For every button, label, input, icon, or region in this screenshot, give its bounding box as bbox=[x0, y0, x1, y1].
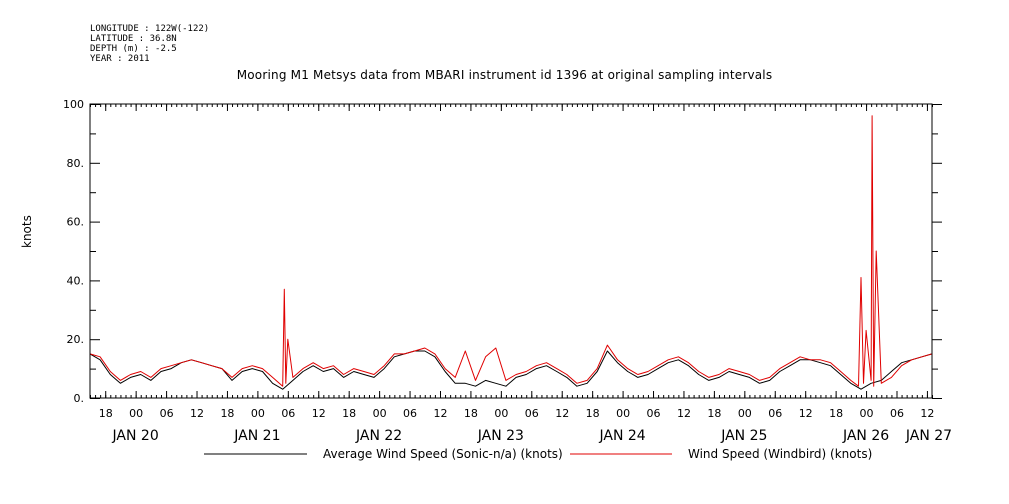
longitude-label: LONGITUDE : 122W(-122) bbox=[90, 24, 210, 34]
y-tick-label: 0. bbox=[74, 392, 85, 405]
y-tick-label: 20. bbox=[67, 333, 85, 346]
x-tick-label: 00 bbox=[738, 407, 752, 420]
x-tick-label: 12 bbox=[677, 407, 691, 420]
series-line-average bbox=[89, 350, 933, 390]
series-lines bbox=[89, 115, 933, 390]
x-day-label: JAN 23 bbox=[477, 428, 524, 444]
x-tick-label: 18 bbox=[586, 407, 600, 420]
series-line-windbird bbox=[89, 115, 933, 387]
x-tick-label: 06 bbox=[525, 407, 539, 420]
legend: Average Wind Speed (Sonic-n/a) (knots) Wi… bbox=[204, 447, 872, 461]
latitude-label: LATITUDE : 36.8N bbox=[90, 34, 177, 44]
y-tick-label: 40. bbox=[67, 274, 85, 287]
x-tick-label: 06 bbox=[281, 407, 295, 420]
x-tick-label: 00 bbox=[373, 407, 387, 420]
x-tick-label: 18 bbox=[707, 407, 721, 420]
x-tick-label: 18 bbox=[99, 407, 113, 420]
y-tick-label: 80. bbox=[67, 157, 85, 170]
depth-label: DEPTH (m) : -2.5 bbox=[90, 44, 177, 54]
plot-frame bbox=[89, 103, 933, 399]
x-tick-label: 06 bbox=[647, 407, 661, 420]
x-tick-label: 12 bbox=[312, 407, 326, 420]
x-tick-label: 12 bbox=[555, 407, 569, 420]
year-label: YEAR : 2011 bbox=[90, 54, 150, 64]
x-day-label: JAN 20 bbox=[112, 428, 159, 444]
x-tick-label: 18 bbox=[464, 407, 478, 420]
axis-ticks bbox=[90, 104, 942, 399]
legend-label-average: Average Wind Speed (Sonic-n/a) (knots) bbox=[323, 447, 563, 461]
x-tick-label: 12 bbox=[920, 407, 934, 420]
x-day-label: JAN 21 bbox=[233, 428, 280, 444]
x-tick-label: 06 bbox=[160, 407, 174, 420]
x-tick-label: 12 bbox=[190, 407, 204, 420]
x-day-label: JAN 26 bbox=[842, 428, 889, 444]
legend-label-windbird: Wind Speed (Windbird) (knots) bbox=[688, 447, 872, 461]
tick-labels: 18 00 06 12 18 00 06 12 18 00 06 12 18 00 06 12 18 00 06 12… bbox=[63, 98, 952, 444]
x-tick-label: 00 bbox=[860, 407, 874, 420]
x-tick-label: 12 bbox=[799, 407, 813, 420]
x-tick-label: 00 bbox=[616, 407, 630, 420]
x-tick-label: 06 bbox=[890, 407, 904, 420]
x-tick-label: 00 bbox=[494, 407, 508, 420]
x-tick-label: 06 bbox=[768, 407, 782, 420]
x-day-label: JAN 25 bbox=[720, 428, 767, 444]
x-tick-label: 00 bbox=[129, 407, 143, 420]
x-tick-label: 18 bbox=[342, 407, 356, 420]
x-tick-label: 18 bbox=[220, 407, 234, 420]
y-tick-label: 100 bbox=[63, 98, 84, 111]
y-tick-label: 60. bbox=[67, 216, 85, 229]
x-tick-label: 12 bbox=[433, 407, 447, 420]
chart-title: Mooring M1 Metsys data from MBARI instru… bbox=[236, 68, 773, 82]
x-day-label: JAN 27 bbox=[905, 428, 952, 444]
x-tick-label: 06 bbox=[403, 407, 417, 420]
x-day-label: JAN 22 bbox=[355, 428, 402, 444]
x-tick-label: 00 bbox=[251, 407, 265, 420]
x-day-label: JAN 24 bbox=[598, 428, 645, 444]
x-tick-label: 18 bbox=[829, 407, 843, 420]
